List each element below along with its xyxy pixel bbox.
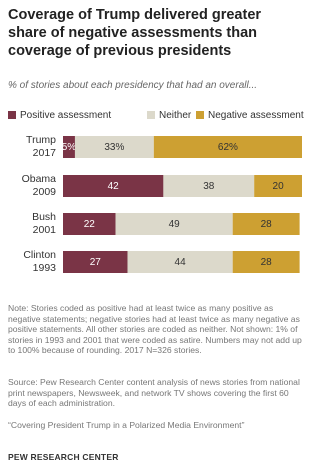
value-label: 20 <box>273 181 285 192</box>
category-label: Bush 2001 <box>32 211 56 236</box>
footer: PEW RESEARCH CENTER <box>8 452 119 462</box>
bar-segment <box>63 251 128 273</box>
legend-swatch <box>196 111 204 119</box>
category-label: Trump 2017 <box>26 134 56 159</box>
value-label: 42 <box>108 181 120 192</box>
chart-title: Coverage of Trump delivered greater shar… <box>8 7 262 59</box>
value-label: 49 <box>169 219 181 230</box>
legend-label: Negative assessment <box>208 110 304 121</box>
value-label: 33% <box>104 142 124 153</box>
value-label: 28 <box>261 219 273 230</box>
legend-label: Positive assessment <box>20 110 111 121</box>
bar-segment <box>74 136 154 158</box>
value-label: 44 <box>175 257 187 268</box>
bar-segment <box>163 175 255 197</box>
source: Source: Pew Research Center content anal… <box>8 377 300 409</box>
bar-segment <box>63 136 75 158</box>
report-title: “Covering President Trump in a Polarized… <box>8 420 245 430</box>
bar-segment <box>115 213 233 235</box>
legend-label: Neither <box>159 110 192 121</box>
bar-segment <box>232 213 300 235</box>
bar-segment <box>153 136 302 158</box>
value-label: 5% <box>62 142 77 153</box>
bar-segment <box>63 213 116 235</box>
value-label: 28 <box>261 257 273 268</box>
value-label: 38 <box>203 181 215 192</box>
note: Note: Stories coded as positive had at l… <box>8 303 302 356</box>
legend-swatch <box>8 111 16 119</box>
bar-segment <box>63 175 164 197</box>
category-label: Obama 2009 <box>21 173 56 198</box>
legend-swatch <box>147 111 155 119</box>
chart-subtitle: % of stories about each presidency that … <box>8 80 258 91</box>
value-label: 27 <box>90 257 102 268</box>
category-label: Clinton 1993 <box>23 249 56 274</box>
bar-segment <box>127 251 233 273</box>
chart: Positive assessment Neither Negative asses… <box>8 110 304 273</box>
bar-segment <box>232 251 300 273</box>
value-label: 62% <box>218 142 238 153</box>
value-label: 22 <box>84 219 96 230</box>
page: Coverage of Trump delivered greater shar… <box>8 7 304 462</box>
bar-segment <box>254 175 302 197</box>
